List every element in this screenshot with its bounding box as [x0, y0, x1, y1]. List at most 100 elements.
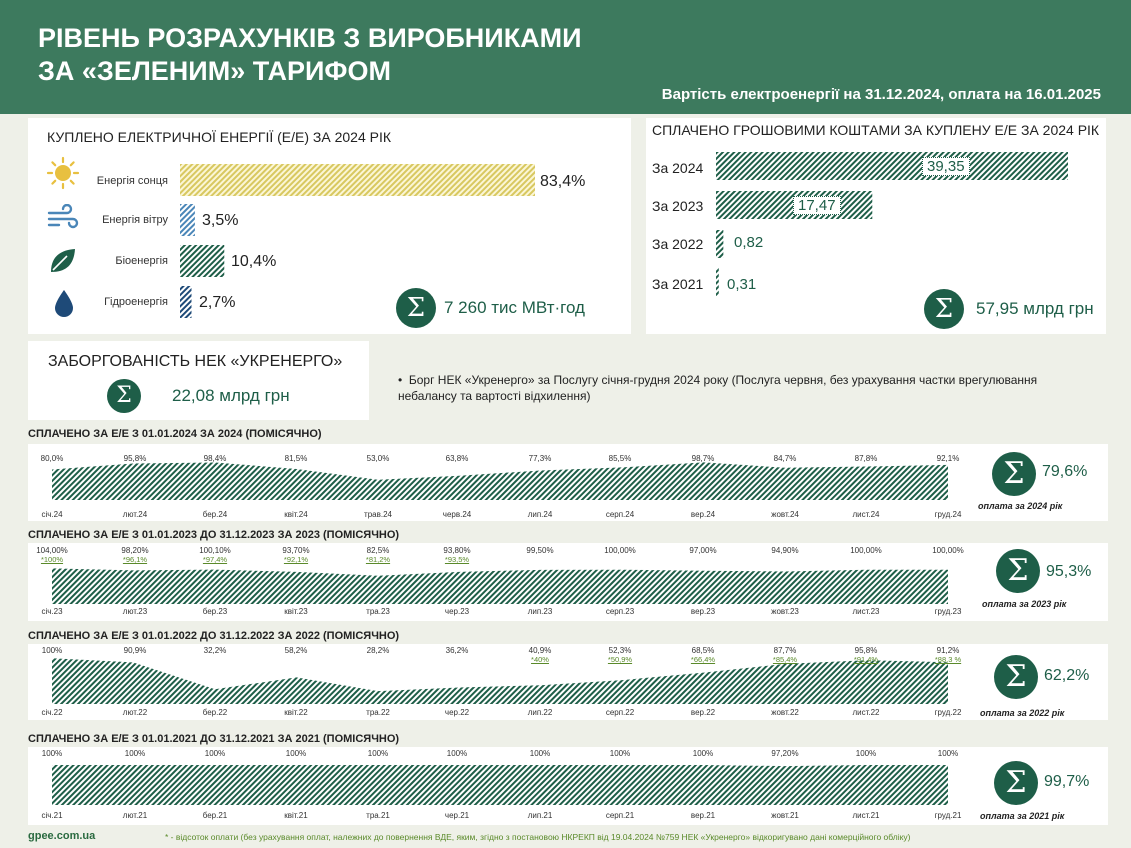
header-subtitle: Вартість електроенергії на 31.12.2024, о…	[661, 86, 1101, 103]
month-corrected-label: *50,9%	[607, 655, 633, 664]
month-value-label: 32,2%	[203, 646, 227, 655]
month-value-label: 100%	[367, 749, 389, 758]
leaf-icon	[51, 249, 75, 272]
month-value-label: 100%	[41, 749, 63, 758]
month-value-label: 92,1%	[936, 454, 960, 463]
purchased-energy-card: КУПЛЕНО ЕЛЕКТРИЧНОЇ ЕНЕРГІЇ (Е/Е) ЗА 202…	[28, 118, 631, 334]
month-tick-label: жовт.24	[771, 510, 799, 519]
month-tick-label: груд.21	[934, 811, 962, 820]
month-tick-label: січ.21	[41, 811, 63, 820]
month-tick-label: лип.21	[527, 811, 553, 820]
month-tick-label: чер.23	[444, 607, 470, 616]
monthly-total-note: оплата за 2022 рік	[980, 708, 1065, 718]
month-value-label: 94,90%	[771, 546, 799, 555]
monthly-total: 79,6%	[1042, 463, 1088, 480]
monthly-title: СПЛАЧЕНО ЗА Е/Е З 01.01.2022 ДО 31.12.20…	[28, 630, 400, 642]
month-value-label: 93,80%	[443, 546, 471, 555]
month-value-label: 85,5%	[608, 454, 632, 463]
month-tick-label: тра.22	[366, 708, 390, 717]
wind-icon	[47, 204, 79, 229]
month-tick-label: серп.24	[605, 510, 635, 519]
month-tick-label: квіт.23	[284, 607, 308, 616]
debt-note: • Борг НЕК «Укренерго» за Послугу січня-…	[398, 372, 1088, 404]
month-value-label: 100%	[204, 749, 226, 758]
month-tick-label: бер.24	[202, 510, 228, 519]
month-corrected-label: *97,4%	[202, 555, 228, 564]
monthly-title: СПЛАЧЕНО ЗА Е/Е З 01.01.2024 ЗА 2024 (ПО…	[28, 428, 322, 440]
month-value-label: 100%	[41, 646, 63, 655]
sum-icon: Σ	[396, 288, 436, 328]
sun-icon	[46, 156, 80, 190]
month-value-label: 58,2%	[284, 646, 308, 655]
month-value-label: 81,5%	[284, 454, 308, 463]
month-tick-label: бер.23	[202, 607, 228, 616]
month-corrected-label: *91,4%	[853, 655, 879, 664]
debt-value: 22,08 млрд грн	[172, 386, 290, 405]
month-tick-label: лист.21	[852, 811, 880, 820]
month-value-label: 90,9%	[123, 646, 147, 655]
pct-wind: 3,5%	[202, 212, 239, 229]
purchased-total: 7 260 тис МВт·год	[444, 298, 585, 317]
month-tick-label: тра.21	[366, 811, 390, 820]
month-tick-label: січ.23	[41, 607, 63, 616]
monthly-total-note: оплата за 2021 рік	[980, 811, 1065, 821]
paid-value-2022: 0,82	[730, 234, 768, 251]
month-corrected-label: *66,4%	[690, 655, 716, 664]
month-tick-label: бер.21	[202, 811, 228, 820]
paid-year-2022: За 2022	[652, 236, 704, 252]
month-value-label: 100%	[609, 749, 631, 758]
month-value-label: 100%	[692, 749, 714, 758]
title-line-2: ЗА «ЗЕЛЕНИМ» ТАРИФОМ	[38, 56, 391, 86]
month-tick-label: лист.22	[852, 708, 880, 717]
month-tick-label: квіт.24	[284, 510, 308, 519]
month-value-label: 68,5%	[691, 646, 715, 655]
month-value-label: 98,20%	[121, 546, 149, 555]
monthly-total-note: оплата за 2024 рік	[978, 501, 1063, 511]
month-tick-label: груд.24	[934, 510, 962, 519]
month-value-label: 98,4%	[203, 454, 227, 463]
month-tick-label: вер.22	[690, 708, 716, 717]
paid-title: СПЛАЧЕНО ГРОШОВИМИ КОШТАМИ ЗА КУПЛЕНУ Е/…	[652, 122, 1100, 138]
pct-hydro: 2,7%	[199, 294, 236, 311]
month-value-label: 84,7%	[773, 454, 797, 463]
month-value-label: 77,3%	[528, 454, 552, 463]
label-wind: Енергія вітру	[102, 214, 168, 226]
paid-bar	[716, 152, 1068, 180]
month-value-label: 87,8%	[854, 454, 878, 463]
month-tick-label: січ.22	[41, 708, 63, 717]
month-tick-label: груд.22	[934, 708, 962, 717]
paid-year-2024: За 2024	[652, 160, 704, 176]
month-value-label: 98,7%	[691, 454, 715, 463]
monthly-total: 62,2%	[1044, 667, 1090, 684]
month-tick-label: лип.23	[527, 607, 553, 616]
month-corrected-label: *92,1%	[283, 555, 309, 564]
pct-solar: 83,4%	[540, 173, 586, 190]
sum-icon: Σ	[107, 379, 141, 413]
month-tick-label: трав.24	[364, 510, 392, 519]
month-corrected-label: *40%	[531, 655, 549, 664]
monthly-title: СПЛАЧЕНО ЗА Е/Е З 01.01.2021 ДО 31.12.20…	[28, 733, 400, 745]
paid-year-2021: За 2021	[652, 276, 704, 292]
month-value-label: 40,9%	[528, 646, 552, 655]
month-value-label: 95,8%	[854, 646, 878, 655]
label-bio: Біоенергія	[115, 255, 168, 267]
paid-bar	[716, 268, 719, 296]
month-value-label: 36,2%	[445, 646, 469, 655]
month-value-label: 52,3%	[608, 646, 632, 655]
month-tick-label: вер.23	[690, 607, 716, 616]
month-value-label: 80,0%	[40, 454, 64, 463]
month-value-label: 100%	[937, 749, 959, 758]
month-value-label: 93,70%	[282, 546, 310, 555]
footer-site: gpee.com.ua	[28, 830, 96, 842]
month-tick-label: серп.21	[605, 811, 635, 820]
paid-card: СПЛАЧЕНО ГРОШОВИМИ КОШТАМИ ЗА КУПЛЕНУ Е/…	[646, 118, 1106, 334]
month-tick-label: серп.23	[605, 607, 635, 616]
month-tick-label: січ.24	[41, 510, 63, 519]
paid-value-2023: 17,47	[793, 196, 841, 215]
month-value-label: 100%	[529, 749, 551, 758]
month-tick-label: жовт.21	[771, 811, 799, 820]
sum-icon: Σ	[994, 761, 1038, 805]
drop-icon	[55, 290, 73, 317]
paid-bars	[716, 152, 1068, 296]
purchased-bar	[180, 204, 195, 236]
